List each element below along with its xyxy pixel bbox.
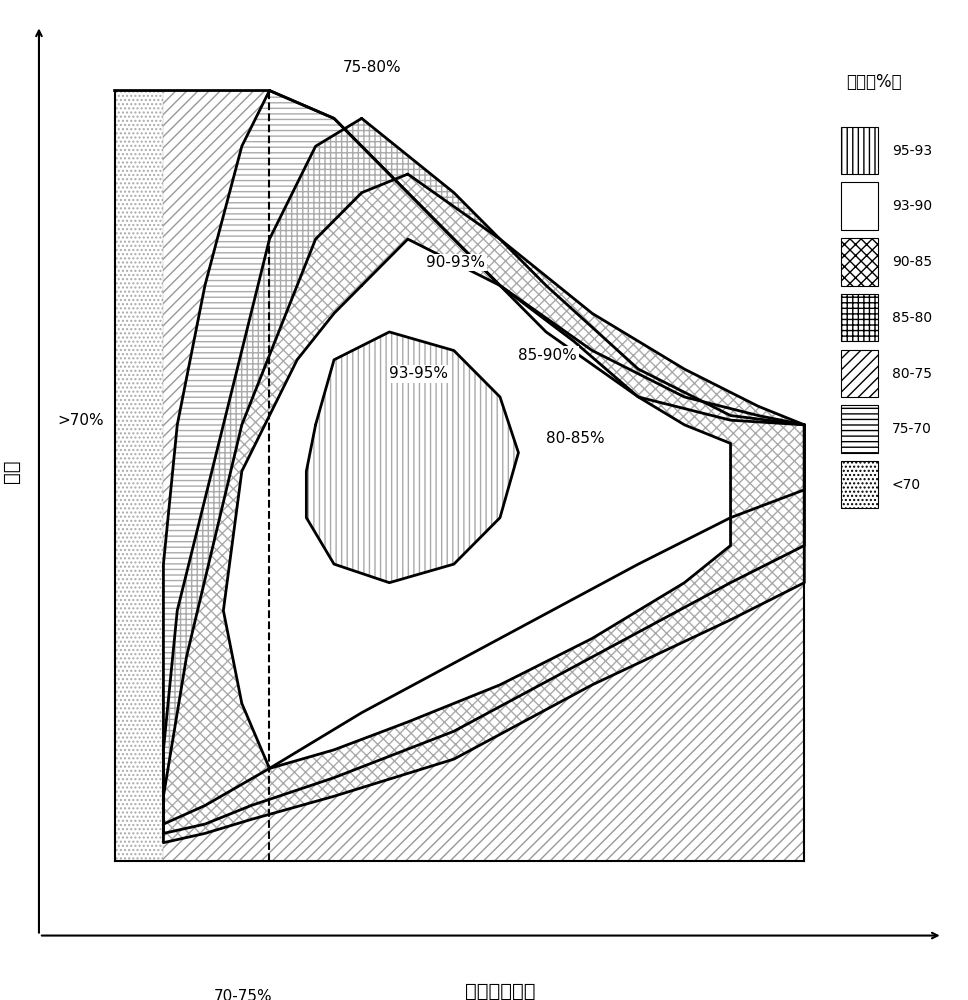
- Text: 95-93: 95-93: [892, 144, 932, 158]
- Text: 效率（%）: 效率（%）: [846, 73, 901, 91]
- Text: 80-75: 80-75: [892, 367, 932, 381]
- Polygon shape: [306, 332, 519, 583]
- Bar: [841, 182, 878, 230]
- Bar: [841, 294, 878, 341]
- Text: 85-90%: 85-90%: [519, 348, 577, 363]
- Text: 90-85: 90-85: [892, 255, 932, 269]
- Polygon shape: [114, 91, 804, 861]
- Polygon shape: [164, 91, 804, 824]
- Bar: [841, 350, 878, 397]
- Polygon shape: [114, 91, 164, 861]
- Bar: [841, 405, 878, 453]
- Text: 90-93%: 90-93%: [426, 255, 485, 270]
- Text: 电动马达速度: 电动马达速度: [465, 982, 535, 1000]
- Text: >70%: >70%: [57, 413, 104, 428]
- Bar: [841, 127, 878, 174]
- Text: 85-80: 85-80: [892, 311, 932, 325]
- Bar: [841, 238, 878, 286]
- Text: 75-70: 75-70: [892, 422, 932, 436]
- Polygon shape: [164, 118, 804, 833]
- Text: 75-80%: 75-80%: [344, 60, 402, 75]
- Polygon shape: [224, 239, 731, 768]
- Text: <70: <70: [892, 478, 921, 492]
- Polygon shape: [164, 174, 804, 843]
- Text: 93-90: 93-90: [892, 199, 932, 213]
- Text: 70-75%: 70-75%: [214, 989, 273, 1000]
- Text: 93-95%: 93-95%: [389, 366, 448, 381]
- Bar: [841, 461, 878, 508]
- Text: 80-85%: 80-85%: [546, 431, 605, 446]
- Text: 扔矩: 扔矩: [2, 460, 20, 483]
